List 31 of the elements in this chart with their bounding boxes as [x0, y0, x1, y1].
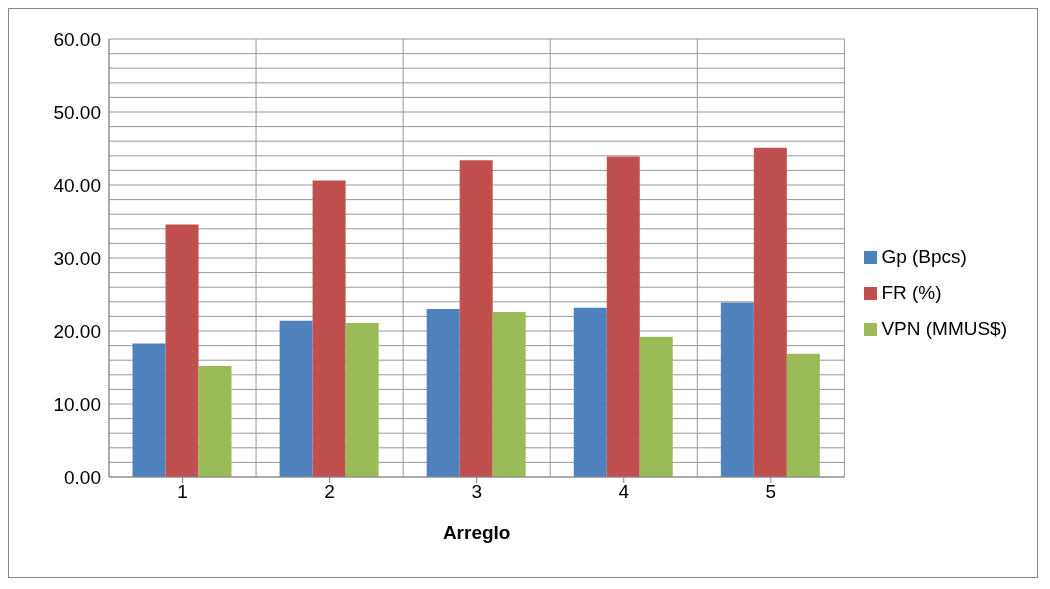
y-tick-label: 0.00 — [64, 466, 101, 488]
legend-label: VPN (MMUS$) — [881, 318, 1007, 339]
bar — [345, 322, 379, 477]
bar — [312, 180, 346, 477]
x-tick-label: 5 — [765, 481, 777, 503]
bar — [720, 302, 754, 477]
x-tick-label: 3 — [471, 481, 482, 503]
bar — [753, 147, 787, 477]
bar — [786, 353, 820, 477]
y-tick-label: 30.00 — [53, 247, 101, 269]
legend-label: Gp (Bpcs) — [881, 246, 967, 267]
x-tick-label: 1 — [177, 481, 188, 503]
bar — [459, 160, 493, 477]
y-tick-label: 10.00 — [53, 393, 101, 415]
x-tick-label: 2 — [324, 481, 335, 503]
y-tick-label: 60.00 — [53, 28, 101, 50]
bar — [165, 224, 199, 477]
bar — [198, 366, 232, 477]
x-tick-label: 4 — [618, 481, 630, 503]
bar — [606, 156, 640, 477]
legend-label: FR (%) — [881, 282, 942, 303]
y-tick-label: 40.00 — [53, 174, 101, 196]
y-tick-label: 50.00 — [53, 101, 101, 123]
bar — [492, 312, 526, 477]
bar — [426, 309, 460, 477]
bar — [279, 320, 313, 477]
bar — [132, 343, 166, 477]
bar — [573, 307, 607, 477]
y-tick-label: 20.00 — [53, 320, 101, 342]
x-axis-title: Arreglo — [442, 522, 511, 543]
bar — [639, 336, 673, 477]
